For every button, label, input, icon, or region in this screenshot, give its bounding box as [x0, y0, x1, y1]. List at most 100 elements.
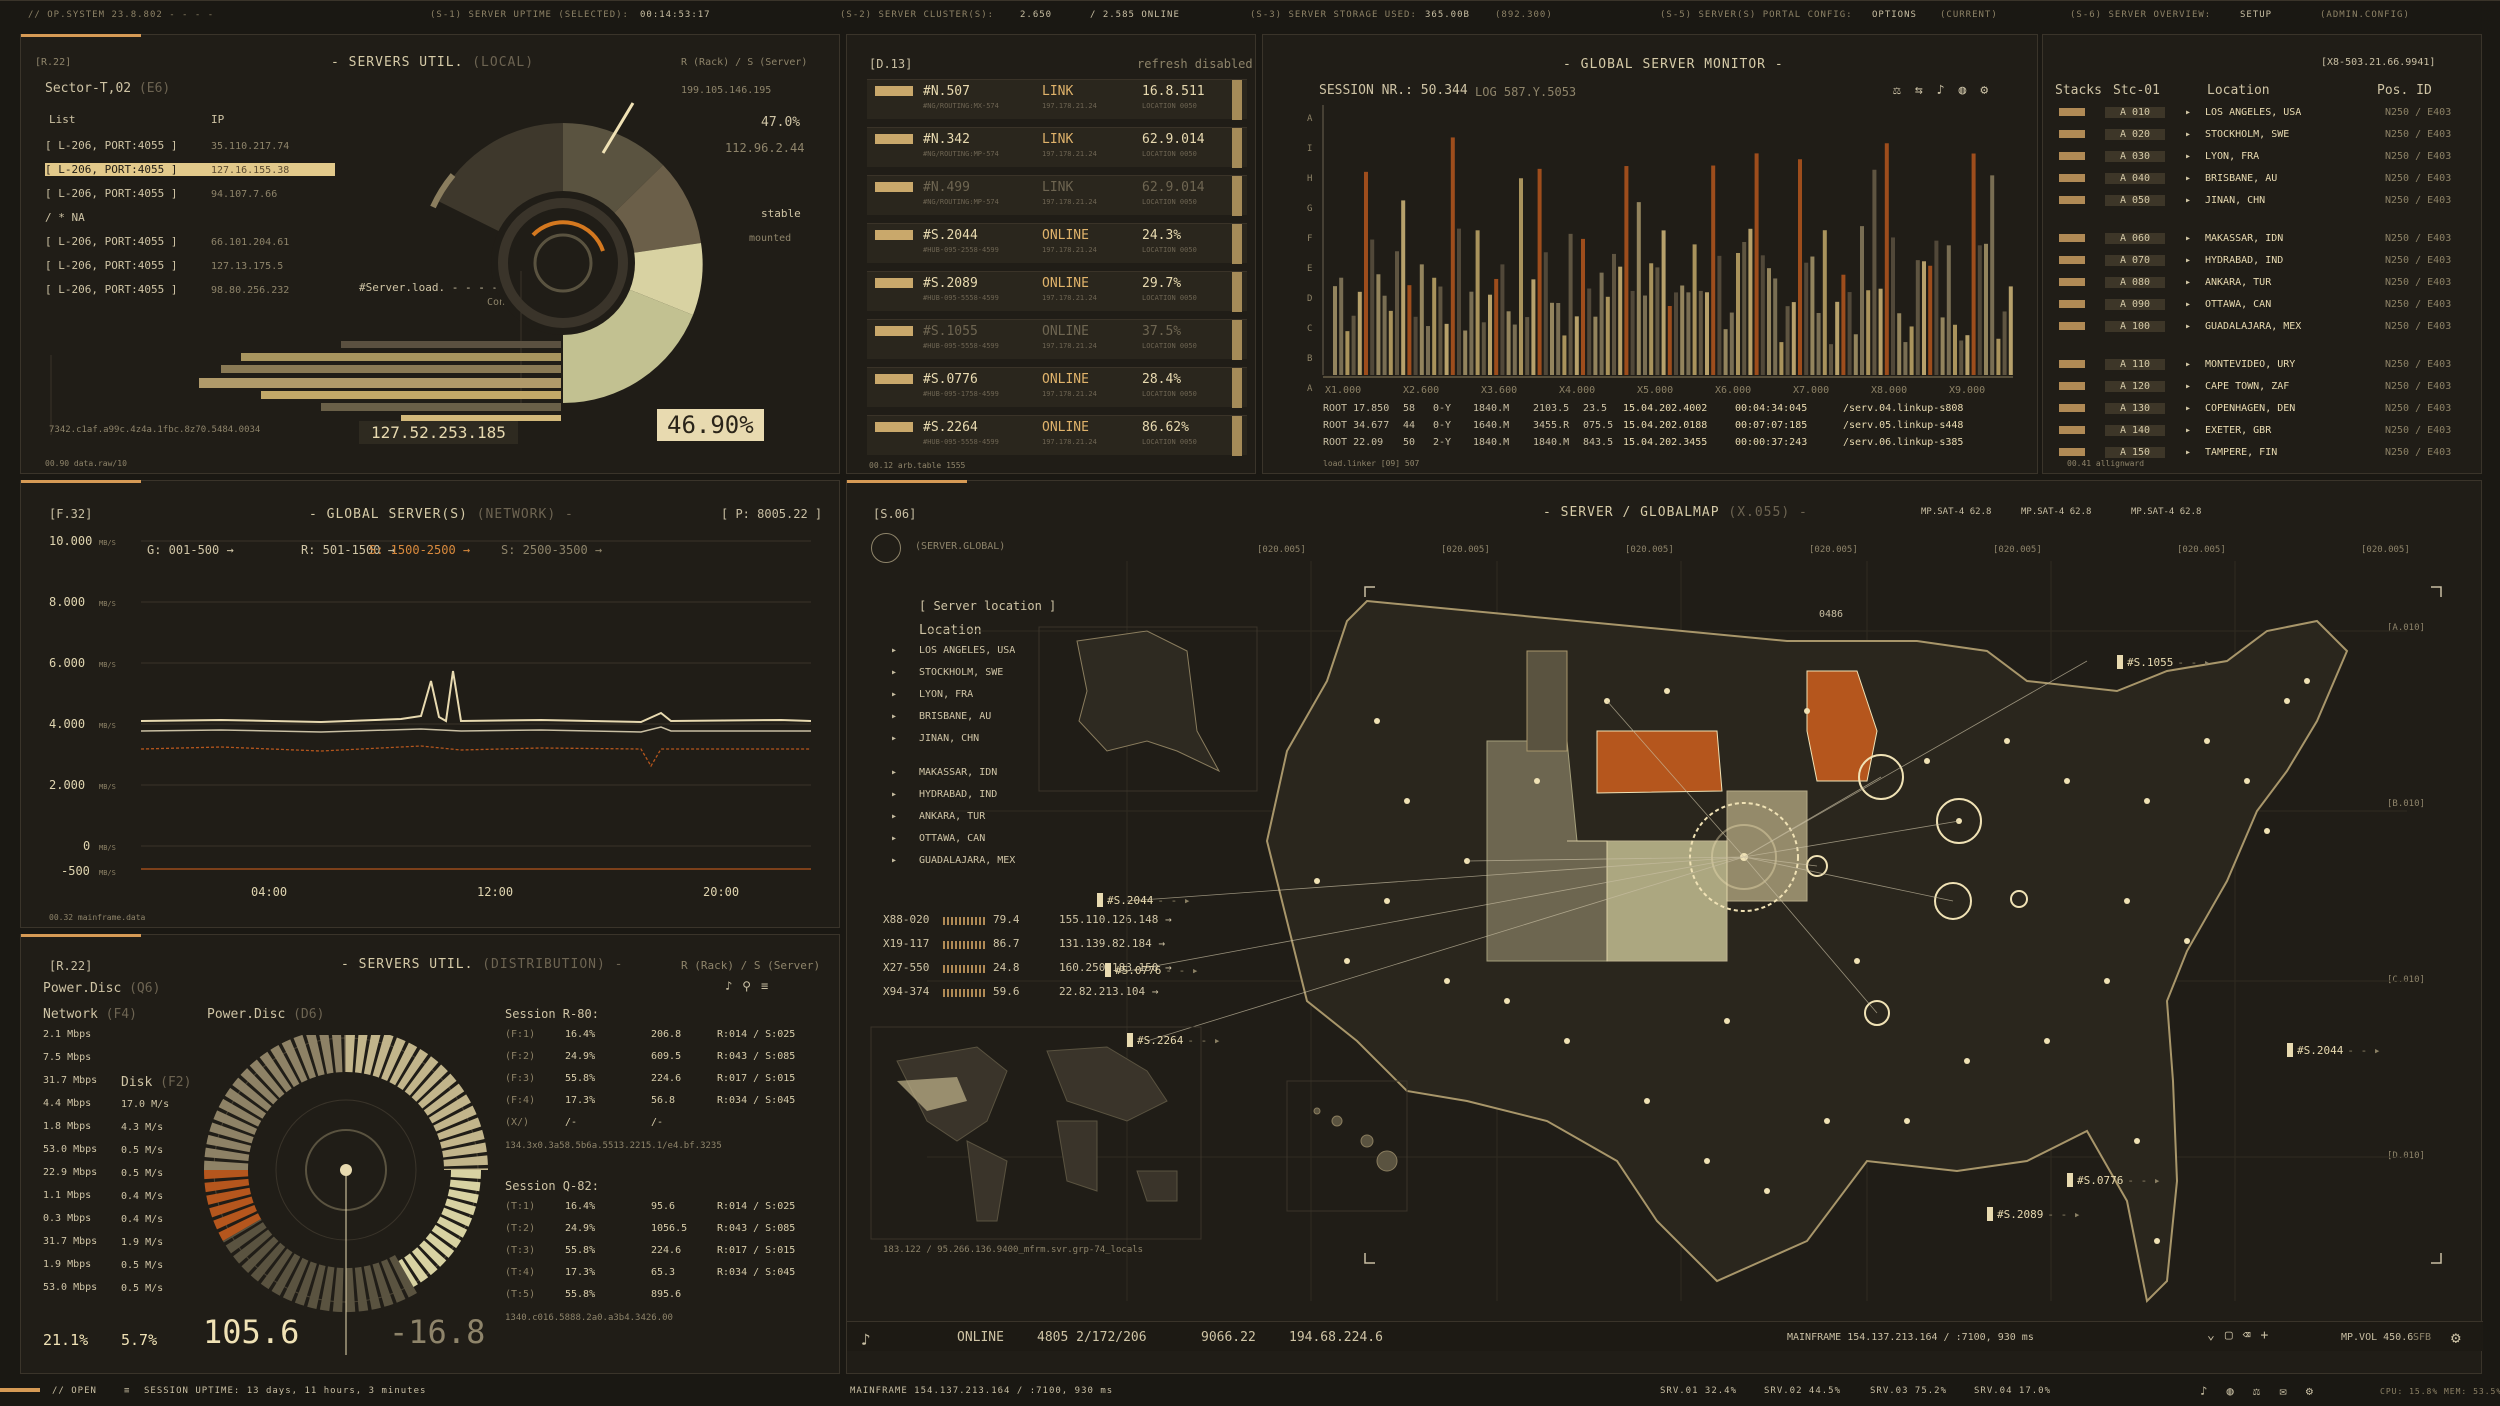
- server-value: 62.9.014: [1142, 180, 1205, 195]
- stat-ip[interactable]: 22.82.213.104 →: [1059, 985, 1159, 998]
- map-marker[interactable]: #S.2044- - ▸: [1097, 893, 1190, 907]
- add-icon[interactable]: +: [2260, 1328, 2269, 1343]
- list-item[interactable]: [ L-206, PORT:4055 ]: [45, 139, 178, 152]
- bell-icon[interactable]: ♪: [1936, 83, 1945, 98]
- list-item[interactable]: [ L-206, PORT:4055 ]: [45, 163, 335, 176]
- server-row-handle[interactable]: [1232, 368, 1242, 408]
- location-item[interactable]: MAKASSAR, IDN: [919, 767, 998, 778]
- map-marker[interactable]: #S.0776- - ▸: [1105, 963, 1198, 977]
- location-item[interactable]: STOCKHOLM, SWE: [919, 667, 1004, 678]
- stack-row[interactable]: A 040 ▸ BRISBANE, AU N250 / E403: [2059, 167, 2479, 189]
- list-item[interactable]: [ L-206, PORT:4055 ]: [45, 259, 178, 272]
- panel-title: - SERVERS UTIL.: [331, 55, 464, 70]
- share-icon[interactable]: ⇆: [1914, 83, 1923, 98]
- stack-row[interactable]: A 120 ▸ CAPE TOWN, ZAF N250 / E403: [2059, 375, 2479, 397]
- list-item[interactable]: / * NA: [45, 211, 85, 224]
- server-row-handle[interactable]: [1232, 416, 1242, 456]
- stack-row[interactable]: A 080 ▸ ANKARA, TUR N250 / E403: [2059, 271, 2479, 293]
- server-row[interactable]: #S.2264 #HUB-095-5558-4599 ONLINE 197.178.2…: [867, 415, 1247, 456]
- stack-row[interactable]: A 150 ▸ TAMPERE, FIN N250 / E403: [2059, 441, 2479, 463]
- server-row-handle[interactable]: [1232, 80, 1242, 120]
- portal-options-link[interactable]: OPTIONS: [1872, 10, 1917, 20]
- chevron-down-icon[interactable]: ⌄: [2207, 1328, 2215, 1343]
- stat-id: X19-117: [883, 937, 930, 950]
- server-row[interactable]: #N.499 #NG/ROUTING:MP-574 LINK 197.178.21.2…: [867, 175, 1247, 216]
- server-row[interactable]: #S.2089 #HUB-095-5558-4599 ONLINE 197.178.2…: [867, 271, 1247, 312]
- stack-row[interactable]: A 140 ▸ EXETER, GBR N250 / E403: [2059, 419, 2479, 441]
- stack-row[interactable]: A 060 ▸ MAKASSAR, IDN N250 / E403: [2059, 227, 2479, 249]
- session-cell: R:043 / S:085: [717, 1223, 796, 1234]
- server-row-handle[interactable]: [1232, 176, 1242, 216]
- menu-icon[interactable]: ≡: [761, 979, 769, 993]
- y-axis-label: A: [1307, 384, 1313, 394]
- location-item[interactable]: GUADALAJARA, MEX: [919, 855, 1016, 866]
- gear-icon[interactable]: ⚙: [2451, 1328, 2461, 1347]
- server-row-handle[interactable]: [1232, 320, 1242, 360]
- server-row-handle[interactable]: [1232, 224, 1242, 264]
- trash-icon[interactable]: ⌫: [2242, 1328, 2251, 1343]
- location-item[interactable]: BRISBANE, AU: [919, 711, 992, 722]
- stat-value: 59.6: [993, 985, 1020, 998]
- server-row[interactable]: #N.507 #NG/ROUTING:MX-574 LINK 197.178.21.2…: [867, 79, 1247, 120]
- filter-icon[interactable]: ⚲: [742, 979, 752, 993]
- stack-row[interactable]: A 070 ▸ HYDRABAD, IND N250 / E403: [2059, 249, 2479, 271]
- stack-row[interactable]: A 050 ▸ JINAN, CHN N250 / E403: [2059, 189, 2479, 211]
- stack-row[interactable]: A 130 ▸ COPENHAGEN, DEN N250 / E403: [2059, 397, 2479, 419]
- server-row[interactable]: #S.1055 #HUB-095-5558-4599 ONLINE 197.178.2…: [867, 319, 1247, 360]
- map-marker[interactable]: #S.0776- - ▸: [2067, 1173, 2160, 1187]
- overview-setup-link[interactable]: SETUP: [2240, 10, 2273, 20]
- stack-row[interactable]: A 020 ▸ STOCKHOLM, SWE N250 / E403: [2059, 123, 2479, 145]
- stat-ip[interactable]: 160.250.188.150 →: [1059, 961, 1172, 974]
- server-row[interactable]: #N.342 #NG/ROUTING:MP-574 LINK 197.178.21.2…: [867, 127, 1247, 168]
- monitor-bar: [1711, 165, 1716, 375]
- monitor-bar: [1940, 317, 1945, 375]
- open-button[interactable]: // OPEN: [52, 1386, 97, 1396]
- globe-icon[interactable]: ◍: [1958, 83, 1967, 98]
- stack-row[interactable]: A 090 ▸ OTTAWA, CAN N250 / E403: [2059, 293, 2479, 315]
- location-item[interactable]: OTTAWA, CAN: [919, 833, 986, 844]
- monitor-bar: [1643, 295, 1647, 375]
- srv-01: SRV.01 32.4%: [1660, 1386, 1738, 1396]
- monitor-bar: [1432, 277, 1437, 375]
- marker-label: #S.0776: [2077, 1173, 2124, 1187]
- network-icon[interactable]: ⚖: [1893, 83, 1901, 98]
- map-marker[interactable]: #S.1055- - ▸: [2117, 655, 2210, 669]
- num-0486: 0486: [1819, 609, 1844, 620]
- location-item[interactable]: HYDRABAD, IND: [919, 789, 998, 800]
- location-item[interactable]: LOS ANGELES, USA: [919, 645, 1016, 656]
- server-global: (SERVER.GLOBAL): [915, 541, 1006, 552]
- server-row[interactable]: #S.0776 #HUB-095-1758-4599 ONLINE 197.178.2…: [867, 367, 1247, 408]
- location-item[interactable]: JINAN, CHN: [919, 733, 980, 744]
- server-row-handle[interactable]: [1232, 128, 1242, 168]
- server-row[interactable]: #S.2044 #HUB-095-2558-4599 ONLINE 197.178.2…: [867, 223, 1247, 264]
- gear-icon[interactable]: ⚙: [1980, 83, 1989, 98]
- tray-icons[interactable]: ♪ ◍ ⚖ ✉ ⚙: [2200, 1384, 2320, 1398]
- refresh-toggle[interactable]: refresh disabled: [1137, 57, 1253, 71]
- server-row-handle[interactable]: [1232, 272, 1242, 312]
- list-item[interactable]: [ L-206, PORT:4055 ]: [45, 187, 178, 200]
- y-axis-label: I: [1307, 144, 1312, 154]
- stat-ip[interactable]: 155.110.126.148 →: [1059, 913, 1172, 926]
- screen-icon[interactable]: ▢: [2224, 1328, 2233, 1343]
- panel-footer: load.linker [09] 507: [1323, 459, 1420, 468]
- bell-icon[interactable]: ♪: [861, 1330, 871, 1349]
- stat-ip[interactable]: 131.139.82.184 →: [1059, 937, 1165, 950]
- stack-row[interactable]: A 110 ▸ MONTEVIDEO, URY N250 / E403: [2059, 353, 2479, 375]
- bell-icon[interactable]: ♪: [725, 979, 733, 993]
- location-item[interactable]: LYON, FRA: [919, 689, 974, 700]
- map-marker[interactable]: #S.2044- - ▸: [2287, 1043, 2380, 1057]
- stack-row[interactable]: A 100 ▸ GUADALAJARA, MEX N250 / E403: [2059, 315, 2479, 337]
- map-marker[interactable]: #S.2089- - ▸: [1987, 1207, 2080, 1221]
- list-item[interactable]: [ L-206, PORT:4055 ]: [45, 283, 178, 296]
- monitor-bar: [1550, 302, 1554, 375]
- stack-row[interactable]: A 030 ▸ LYON, FRA N250 / E403: [2059, 145, 2479, 167]
- menu-icon[interactable]: ≡: [124, 1386, 131, 1396]
- stack-row[interactable]: A 010 ▸ LOS ANGELES, USA N250 / E403: [2059, 101, 2479, 123]
- monitor-bar: [1407, 285, 1412, 375]
- server-value-sub: LOCATION 0050: [1142, 150, 1197, 158]
- y-axis-label: A: [1307, 114, 1313, 124]
- list-item[interactable]: [ L-206, PORT:4055 ]: [45, 235, 178, 248]
- map-marker[interactable]: #S.2264- - ▸: [1127, 1033, 1220, 1047]
- disk-value: 0.4 M/s: [121, 1191, 164, 1202]
- location-item[interactable]: ANKARA, TUR: [919, 811, 986, 822]
